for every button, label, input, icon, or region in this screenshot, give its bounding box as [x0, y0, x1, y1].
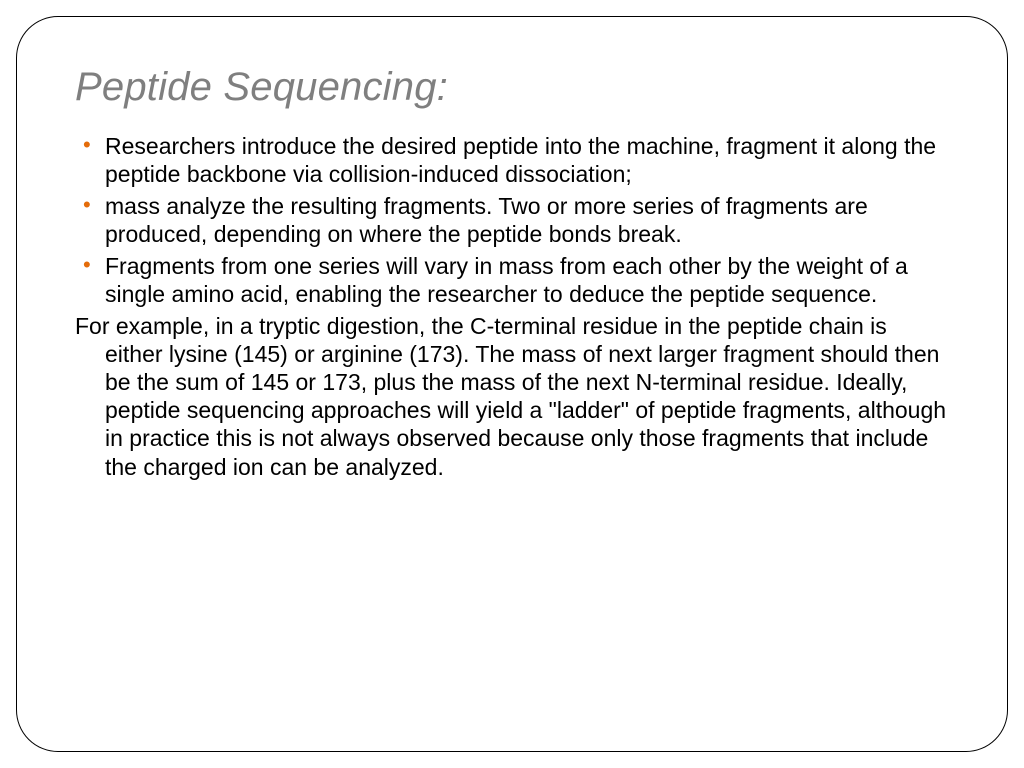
- list-item: mass analyze the resulting fragments. Tw…: [75, 192, 949, 248]
- bullet-text: Researchers introduce the desired peptid…: [105, 132, 949, 188]
- slide-title: Peptide Sequencing:: [75, 65, 949, 110]
- paragraph-text: For example, in a tryptic digestion, the…: [75, 313, 946, 479]
- body-paragraph: For example, in a tryptic digestion, the…: [75, 312, 949, 480]
- bullet-text: Fragments from one series will vary in m…: [105, 252, 949, 308]
- bullet-list: Researchers introduce the desired peptid…: [75, 132, 949, 308]
- list-item: Researchers introduce the desired peptid…: [75, 132, 949, 188]
- slide-frame: Peptide Sequencing: Researchers introduc…: [16, 16, 1008, 752]
- slide: Peptide Sequencing: Researchers introduc…: [0, 0, 1024, 768]
- list-item: Fragments from one series will vary in m…: [75, 252, 949, 308]
- bullet-text: mass analyze the resulting fragments. Tw…: [105, 192, 949, 248]
- slide-content: Researchers introduce the desired peptid…: [75, 132, 949, 481]
